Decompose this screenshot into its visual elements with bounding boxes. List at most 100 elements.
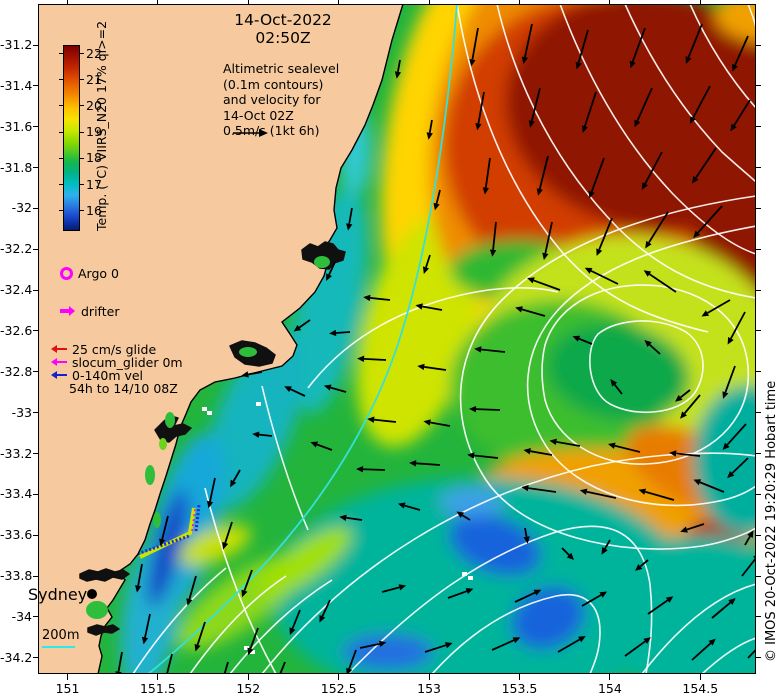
x-tick (609, 674, 611, 680)
glider-track (133, 504, 201, 559)
colorbar-tick (59, 210, 63, 212)
drifter-arrow-icon (60, 306, 75, 316)
y-tick (33, 657, 38, 659)
colorbar-tick (80, 157, 84, 159)
estuaries (79, 241, 346, 636)
x-tick-top (67, 0, 68, 4)
x-tick (338, 674, 340, 680)
y-tick-right (756, 248, 761, 250)
y-tick-right (756, 85, 761, 87)
colorbar-tick (59, 105, 63, 107)
x-tick (157, 674, 159, 680)
altimeter-track-line (147, 4, 458, 674)
y-tick-label: -31.8 (0, 159, 33, 175)
plot-title: 14-Oct-2022 02:50Z (202, 11, 364, 47)
y-tick (33, 167, 38, 169)
y-tick (33, 616, 38, 618)
y-tick-right (756, 167, 761, 169)
colorbar-tick (80, 210, 84, 212)
legend-vel-time-label: 54h to 14/10 08Z (69, 380, 178, 396)
x-tick (519, 674, 520, 680)
y-tick-right (756, 44, 761, 46)
colorbar-tick (59, 53, 63, 54)
x-tick-top (428, 0, 430, 4)
glide-arrow-icon (51, 345, 67, 353)
colorbar-tick-label: 20 (86, 97, 102, 113)
y-tick (33, 44, 38, 46)
colorbar-tick (59, 79, 63, 81)
y-tick (33, 371, 38, 373)
y-tick-label: -31.6 (0, 118, 33, 134)
title-date: 14-Oct-2022 (234, 11, 332, 29)
y-tick-label: -31.4 (0, 77, 33, 93)
x-tick-label: 153 (417, 681, 442, 696)
argo-ring-icon (60, 266, 73, 280)
annotation-line: 14-Oct 02Z (223, 107, 294, 123)
colorbar-tick (80, 79, 84, 81)
y-tick (33, 248, 38, 250)
y-tick-label: -33.8 (0, 568, 33, 584)
legend-drifter-label: drifter (81, 303, 120, 319)
colorbar-tick (80, 131, 84, 133)
y-tick (33, 575, 38, 577)
y-tick-label: -34 (11, 608, 32, 624)
y-tick-label: -32.2 (0, 241, 33, 257)
y-tick (33, 412, 38, 414)
sydney-dot (87, 589, 97, 599)
colorbar-tick (80, 53, 84, 54)
colorbar-tick (59, 184, 63, 185)
x-tick-label: 153.5 (501, 681, 538, 696)
colorbar-label: Temp. (°C) VIIRS_N20 17% ql>=2 (94, 20, 109, 231)
y-tick (33, 453, 38, 454)
y-tick (33, 207, 38, 209)
legend-glide: 25 cm/s glide (51, 341, 157, 357)
vel-arrow-icon (51, 371, 67, 379)
x-tick-top (699, 0, 701, 4)
y-tick-right (756, 453, 761, 454)
legend-vel-label: 0-140m vel (72, 367, 144, 383)
y-tick (33, 330, 38, 332)
legend-vel-time: 54h to 14/10 08Z (69, 380, 178, 396)
x-tick (247, 674, 249, 680)
sealevel-contours (132, 4, 756, 674)
colorbar-tick-label: 22 (86, 45, 102, 61)
legend-argo-label: Argo 0 (78, 265, 119, 281)
imos-watermark: © IMOS 20-Oct-2022 19:20:29 Hobart time (764, 380, 779, 662)
y-tick-right (756, 412, 761, 414)
coastline (97, 4, 404, 674)
y-tick-right (756, 330, 761, 332)
annotation-line: (0.1m contours) (223, 76, 324, 92)
y-tick-right (756, 575, 761, 577)
land-mass (38, 4, 403, 674)
colorbar-tick (80, 105, 84, 107)
x-tick-label: 151.5 (139, 681, 176, 696)
y-tick-label: -34.2 (0, 649, 33, 665)
x-tick-label: 152 (236, 681, 261, 696)
x-tick (699, 674, 701, 680)
velocity-scale-arrow-icon (233, 129, 268, 137)
colorbar-tick-label: 16 (86, 202, 102, 218)
y-tick-label: -33.2 (0, 445, 33, 461)
colorbar-tick-label: 17 (86, 176, 102, 192)
x-tick-label: 152.5 (320, 681, 357, 696)
y-tick-label: -33 (11, 404, 32, 420)
y-tick-label: -32.4 (0, 282, 33, 298)
x-tick-label: 151 (55, 681, 80, 696)
map-border (38, 4, 756, 674)
x-tick-top (519, 0, 520, 4)
annotation-line: and velocity for (223, 92, 321, 108)
annotation-line: 0.5m/s (1kt 6h) (223, 123, 320, 139)
y-tick-label: -33.4 (0, 486, 33, 502)
x-tick (67, 674, 68, 680)
x-tick-top (157, 0, 159, 4)
y-tick-right (756, 493, 761, 495)
legend-glide-label: 25 cm/s glide (72, 341, 157, 357)
y-tick (33, 289, 38, 291)
annotation-line: Altimetric sealevel (223, 61, 340, 76)
legend-vel: 0-140m vel (51, 367, 144, 383)
colorbar-tick (59, 157, 63, 159)
y-tick-label: -32 (11, 200, 32, 216)
legend-drifter: drifter (60, 303, 120, 319)
y-tick-right (756, 207, 761, 209)
